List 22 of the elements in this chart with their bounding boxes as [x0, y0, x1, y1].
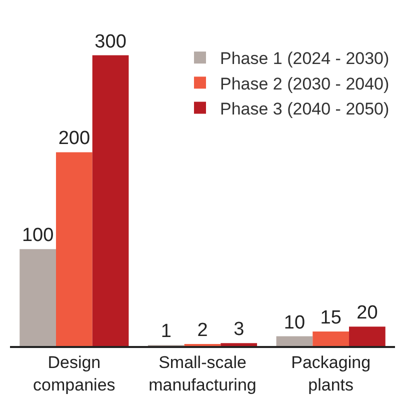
- bar: [276, 336, 313, 346]
- data-label: 2: [197, 320, 208, 341]
- data-label: 100: [22, 225, 54, 246]
- legend-label: Phase 2 (2030 - 2040): [220, 74, 390, 94]
- data-label: 300: [94, 31, 126, 52]
- x-tick-label: Design companies: [33, 353, 116, 394]
- legend-label: Phase 3 (2040 - 2050): [220, 99, 390, 118]
- x-tick-label: Packaging plants: [291, 353, 371, 394]
- data-label: 200: [58, 128, 90, 150]
- legend-label: Phase 1 (2024 - 2030): [220, 49, 390, 68]
- data-label: 15: [320, 307, 342, 328]
- data-label: 1: [160, 321, 172, 342]
- bar: [20, 249, 56, 346]
- bar: [220, 343, 258, 346]
- bar: [56, 152, 92, 346]
- data-label: 3: [234, 319, 244, 340]
- data-label: 20: [356, 302, 378, 324]
- data-label: 10: [284, 312, 306, 334]
- bar: [92, 55, 129, 346]
- bar: [349, 326, 386, 346]
- bar: [312, 331, 350, 346]
- x-tick-label: Small-scale manufacturing: [148, 353, 256, 394]
